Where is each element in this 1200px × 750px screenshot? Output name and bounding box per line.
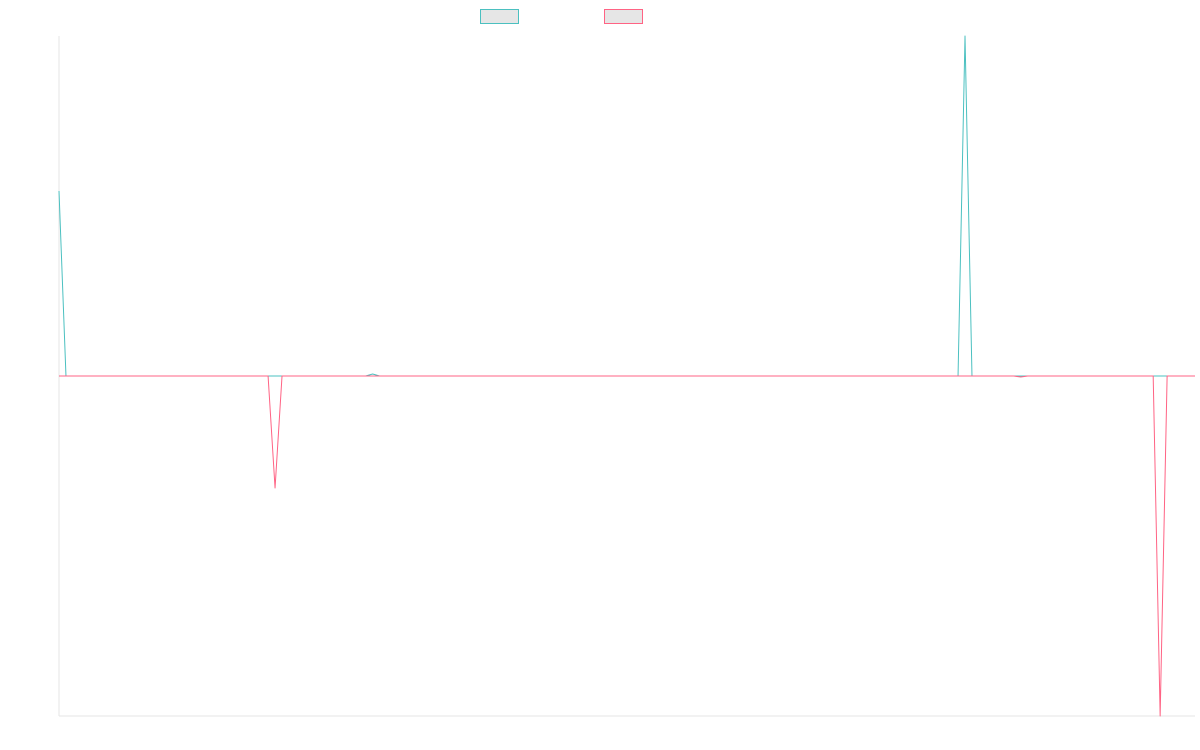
legend-item-series-1[interactable] — [480, 9, 525, 24]
legend-swatch-series-1 — [480, 9, 519, 24]
legend-item-series-2[interactable] — [604, 9, 649, 24]
series-line-1[interactable] — [58, 35, 1195, 377]
legend — [0, 9, 1200, 27]
series-line-2[interactable] — [59, 375, 1195, 717]
legend-swatch-series-2 — [604, 9, 643, 24]
